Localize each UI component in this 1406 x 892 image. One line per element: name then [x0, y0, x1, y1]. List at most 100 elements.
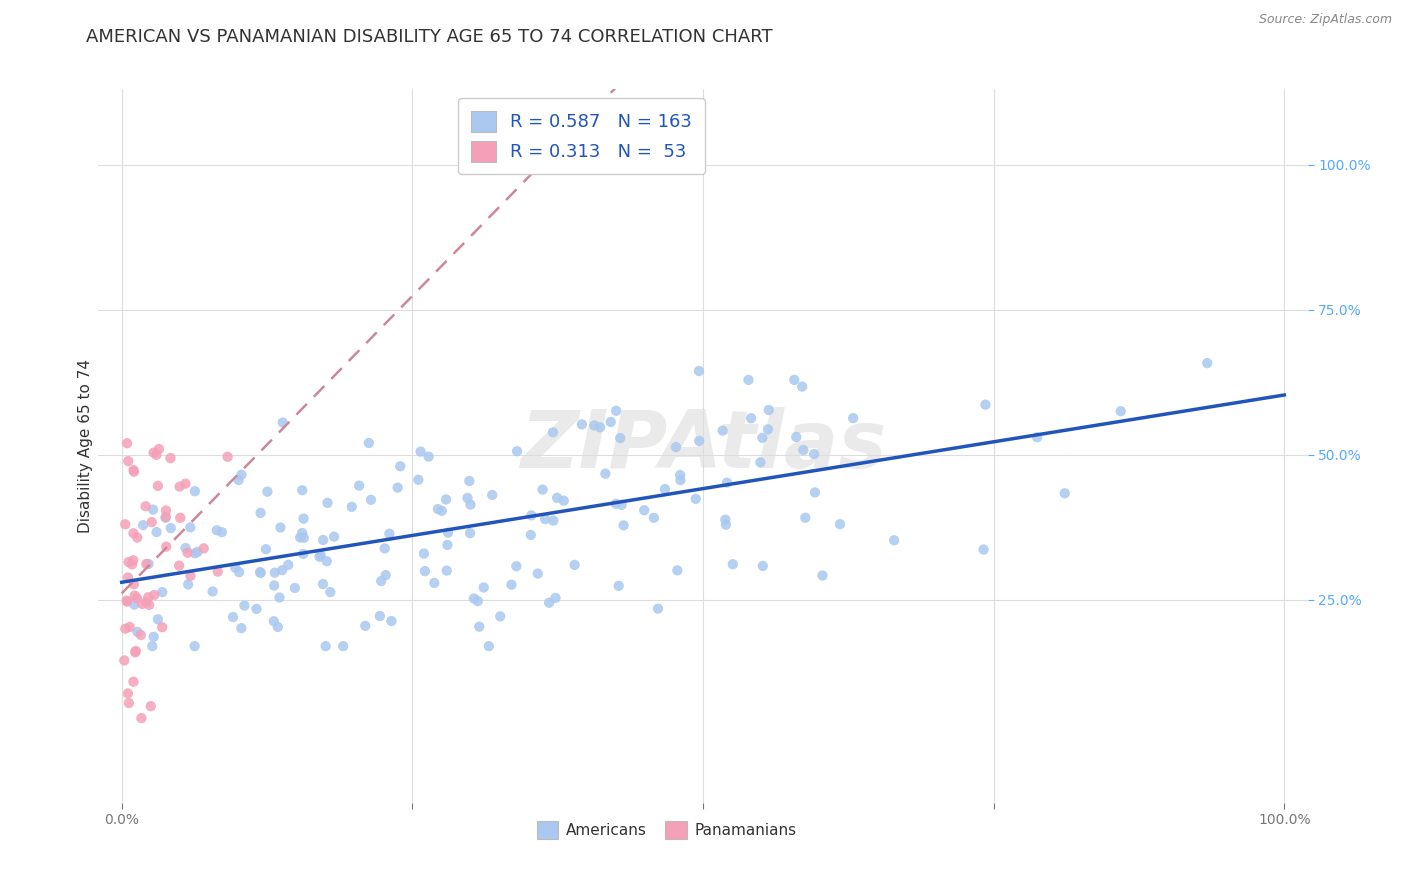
Point [319, 585, 342, 599]
Point [811, 568, 834, 582]
Point [794, 510, 817, 524]
Point [583, 418, 606, 433]
Point [231, 467, 253, 482]
Point [323, 530, 346, 544]
Point [387, 481, 409, 495]
Point [1109, 404, 1132, 418]
Point [378, 526, 401, 541]
Point [389, 459, 412, 474]
Point [607, 579, 630, 593]
Point [609, 431, 631, 445]
Point [129, 628, 152, 642]
Point [458, 474, 481, 488]
Text: ZIPAtlas: ZIPAtlas [520, 407, 886, 485]
Point [688, 364, 710, 378]
Point [150, 585, 173, 599]
Point [148, 442, 170, 456]
Point [423, 576, 446, 591]
Point [688, 434, 710, 448]
Point [211, 525, 233, 540]
Point [117, 555, 139, 569]
Point [136, 590, 159, 604]
Point [249, 566, 271, 580]
Point [308, 549, 330, 564]
Point [340, 500, 363, 514]
Point [751, 431, 773, 445]
Point [783, 373, 806, 387]
Point [132, 518, 155, 533]
Point [315, 554, 337, 568]
Point [434, 492, 457, 507]
Point [122, 526, 145, 541]
Point [370, 574, 392, 588]
Point [141, 639, 163, 653]
Point [231, 621, 253, 635]
Point [249, 506, 271, 520]
Point [436, 538, 458, 552]
Point [267, 620, 290, 634]
Point [233, 599, 256, 613]
Point [115, 593, 138, 607]
Point [737, 373, 759, 387]
Point [271, 416, 294, 430]
Point [207, 565, 229, 579]
Point [201, 584, 224, 599]
Point [463, 591, 485, 606]
Point [643, 511, 665, 525]
Point [155, 503, 177, 517]
Point [347, 478, 370, 492]
Point [193, 541, 215, 556]
Point [468, 620, 491, 634]
Point [159, 521, 181, 535]
Point [360, 492, 382, 507]
Point [489, 609, 512, 624]
Y-axis label: Disability Age 65 to 74: Disability Age 65 to 74 [77, 359, 93, 533]
Point [176, 546, 198, 560]
Point [647, 601, 669, 615]
Point [315, 639, 337, 653]
Point [803, 447, 825, 461]
Point [740, 411, 762, 425]
Point [633, 503, 655, 517]
Point [1053, 486, 1076, 500]
Point [138, 557, 160, 571]
Point [269, 520, 291, 534]
Point [804, 485, 827, 500]
Point [142, 445, 165, 459]
Point [167, 558, 190, 573]
Point [143, 588, 166, 602]
Point [426, 502, 449, 516]
Point [117, 454, 139, 468]
Point [141, 515, 163, 529]
Point [974, 398, 997, 412]
Point [224, 561, 246, 575]
Point [595, 467, 617, 481]
Point [467, 594, 489, 608]
Point [174, 476, 197, 491]
Point [117, 686, 139, 700]
Point [752, 558, 775, 573]
Point [316, 496, 339, 510]
Point [292, 547, 315, 561]
Point [145, 448, 167, 462]
Point [413, 547, 436, 561]
Point [114, 622, 136, 636]
Point [792, 442, 814, 457]
Point [883, 533, 905, 548]
Point [254, 542, 277, 557]
Point [460, 498, 482, 512]
Point [127, 531, 149, 545]
Point [121, 558, 143, 572]
Point [142, 502, 165, 516]
Point [478, 639, 501, 653]
Point [245, 602, 267, 616]
Point [430, 504, 453, 518]
Point [155, 510, 177, 524]
Point [184, 484, 207, 499]
Point [520, 528, 543, 542]
Point [115, 594, 138, 608]
Point [127, 624, 149, 639]
Point [553, 493, 575, 508]
Point [205, 523, 228, 537]
Point [290, 530, 312, 544]
